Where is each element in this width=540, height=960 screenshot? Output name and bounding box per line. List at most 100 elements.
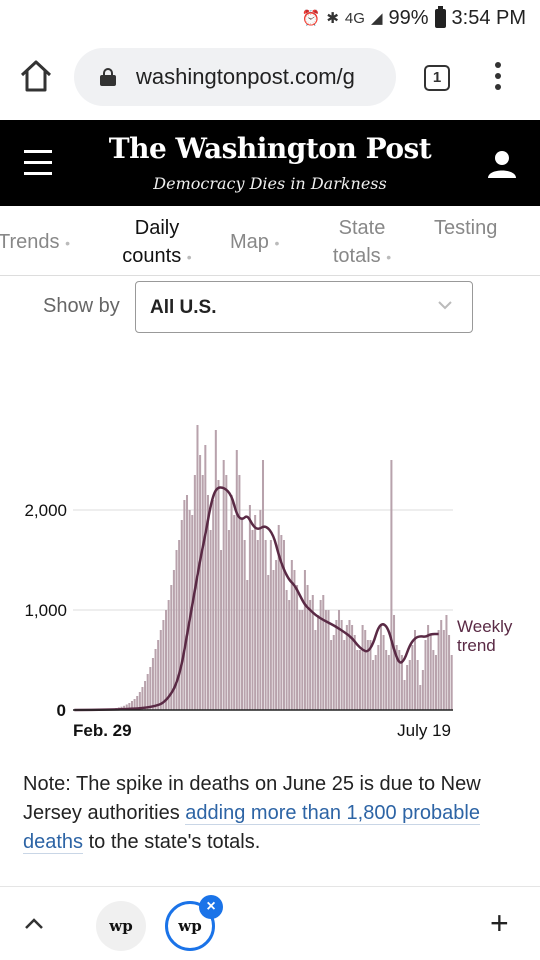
chart-bar bbox=[406, 665, 409, 710]
chart-bar bbox=[429, 635, 432, 710]
chart-bar bbox=[267, 575, 270, 710]
chart-bar bbox=[327, 610, 330, 710]
chart-bar bbox=[261, 460, 265, 710]
chart-bar bbox=[314, 630, 317, 710]
chevron-down-icon bbox=[438, 301, 452, 310]
chart-bar bbox=[385, 650, 388, 710]
chart-bar bbox=[374, 655, 377, 710]
chart-bar bbox=[225, 475, 228, 710]
region-select-value: All U.S. bbox=[150, 297, 217, 318]
chart-bar bbox=[377, 645, 380, 710]
chart-bar bbox=[387, 655, 390, 710]
chart-bar bbox=[434, 655, 437, 710]
chart-bar bbox=[133, 699, 136, 710]
chart-bar bbox=[141, 687, 144, 710]
chart-bar bbox=[353, 635, 356, 710]
chart-bar bbox=[348, 620, 351, 710]
chart-bar bbox=[450, 655, 453, 710]
tab-trends[interactable]: Trends • bbox=[0, 231, 70, 253]
chart-bar bbox=[191, 515, 194, 710]
chart-bar bbox=[170, 585, 173, 710]
hamburger-menu-icon[interactable] bbox=[24, 150, 52, 175]
chart-bar bbox=[379, 625, 382, 710]
battery-icon bbox=[434, 5, 446, 28]
tab-state-totals[interactable]: State totals • bbox=[332, 217, 392, 267]
masthead-logo[interactable]: The Washington Post bbox=[108, 132, 432, 165]
chart-bar bbox=[303, 570, 306, 710]
chart-bar bbox=[408, 660, 411, 710]
chart-bar bbox=[445, 615, 448, 710]
chart-bar bbox=[167, 600, 170, 710]
tab-thumbnail-1[interactable]: wp bbox=[96, 901, 146, 951]
chart-bar bbox=[337, 610, 341, 710]
chart-bar bbox=[419, 685, 422, 710]
chart-bar bbox=[149, 667, 152, 710]
site-header: The Washington Post Democracy Dies in Da… bbox=[0, 120, 540, 206]
chart-bar bbox=[345, 625, 348, 710]
chart-bar bbox=[243, 540, 246, 710]
x-axis-end-label: July 19 bbox=[397, 721, 451, 740]
region-select[interactable]: All U.S. bbox=[135, 281, 473, 333]
address-bar[interactable]: washingtonpost.com/g bbox=[74, 48, 396, 106]
y-axis-labels: 0 1,000 2,000 bbox=[24, 501, 67, 720]
chart-bar bbox=[311, 595, 314, 710]
show-by-label: Show by bbox=[43, 295, 120, 317]
tab-daily-counts[interactable]: Daily counts • bbox=[122, 217, 192, 267]
tab-thumbnail-2-active[interactable]: wp bbox=[165, 901, 215, 951]
note-text-prefix: Note: The spike in deaths on June 25 is … bbox=[23, 773, 481, 824]
overflow-menu-button[interactable] bbox=[492, 62, 504, 94]
chart-bar bbox=[372, 660, 375, 710]
chart-bar bbox=[136, 696, 139, 710]
tagline: Democracy Dies in Darkness bbox=[153, 174, 387, 193]
chart-bar bbox=[393, 615, 396, 710]
chart-bar bbox=[235, 450, 238, 710]
close-tab-icon[interactable]: × bbox=[199, 895, 223, 919]
trend-legend-label-line1: Weekly bbox=[457, 617, 513, 636]
status-bar: ⏰ ✱ 4G ◢ 99% 3:54 PM bbox=[0, 0, 540, 36]
chart-bar bbox=[183, 500, 186, 710]
new-tab-button[interactable]: + bbox=[490, 905, 509, 941]
y-tick-label: 0 bbox=[57, 701, 66, 720]
chart-bar bbox=[366, 640, 369, 710]
chart-bar bbox=[209, 530, 212, 710]
tab-switcher-button[interactable]: 1 bbox=[424, 65, 450, 91]
url-text[interactable]: washingtonpost.com/g bbox=[136, 64, 355, 89]
chart-bar bbox=[400, 655, 403, 710]
chart-bar bbox=[157, 640, 160, 710]
chart-bar bbox=[233, 515, 236, 710]
chart-bar bbox=[440, 620, 443, 710]
chart-bar bbox=[144, 681, 147, 710]
chart-bar bbox=[206, 495, 209, 710]
chart-bar bbox=[309, 600, 312, 710]
chart-bar bbox=[178, 540, 181, 710]
chart-bar bbox=[151, 658, 154, 710]
y-tick-label: 2,000 bbox=[24, 501, 67, 520]
chart-bar bbox=[306, 585, 309, 710]
clock-time: 3:54 PM bbox=[451, 6, 526, 29]
home-button[interactable] bbox=[18, 58, 54, 94]
chart-bar bbox=[277, 525, 280, 710]
chart-bar bbox=[196, 425, 199, 710]
chevron-up-icon[interactable] bbox=[24, 917, 44, 929]
user-account-icon[interactable] bbox=[486, 148, 518, 180]
bluetooth-icon: ✱ bbox=[326, 10, 339, 27]
chart-bar bbox=[296, 585, 299, 710]
tab-testing[interactable]: Testing bbox=[434, 217, 498, 239]
chart-bar bbox=[162, 620, 165, 710]
tab-map[interactable]: Map • bbox=[230, 231, 280, 253]
network-type: 4G bbox=[344, 9, 365, 27]
chart-bar bbox=[199, 455, 202, 710]
chart-bar bbox=[201, 475, 204, 710]
chart-bar bbox=[322, 595, 325, 710]
chart-bar bbox=[411, 645, 414, 710]
chart-bar bbox=[403, 680, 406, 710]
chart-bar bbox=[212, 500, 215, 710]
chart-bar bbox=[398, 650, 401, 710]
chart-bar bbox=[146, 674, 149, 710]
chart-bar bbox=[159, 630, 162, 710]
note-link[interactable]: adding more than 1,800 probable deaths bbox=[23, 802, 480, 854]
chart-bar bbox=[254, 515, 257, 710]
signal-icon: ◢ bbox=[370, 10, 383, 27]
chart-bar bbox=[269, 540, 272, 710]
chart-bars bbox=[83, 425, 453, 710]
